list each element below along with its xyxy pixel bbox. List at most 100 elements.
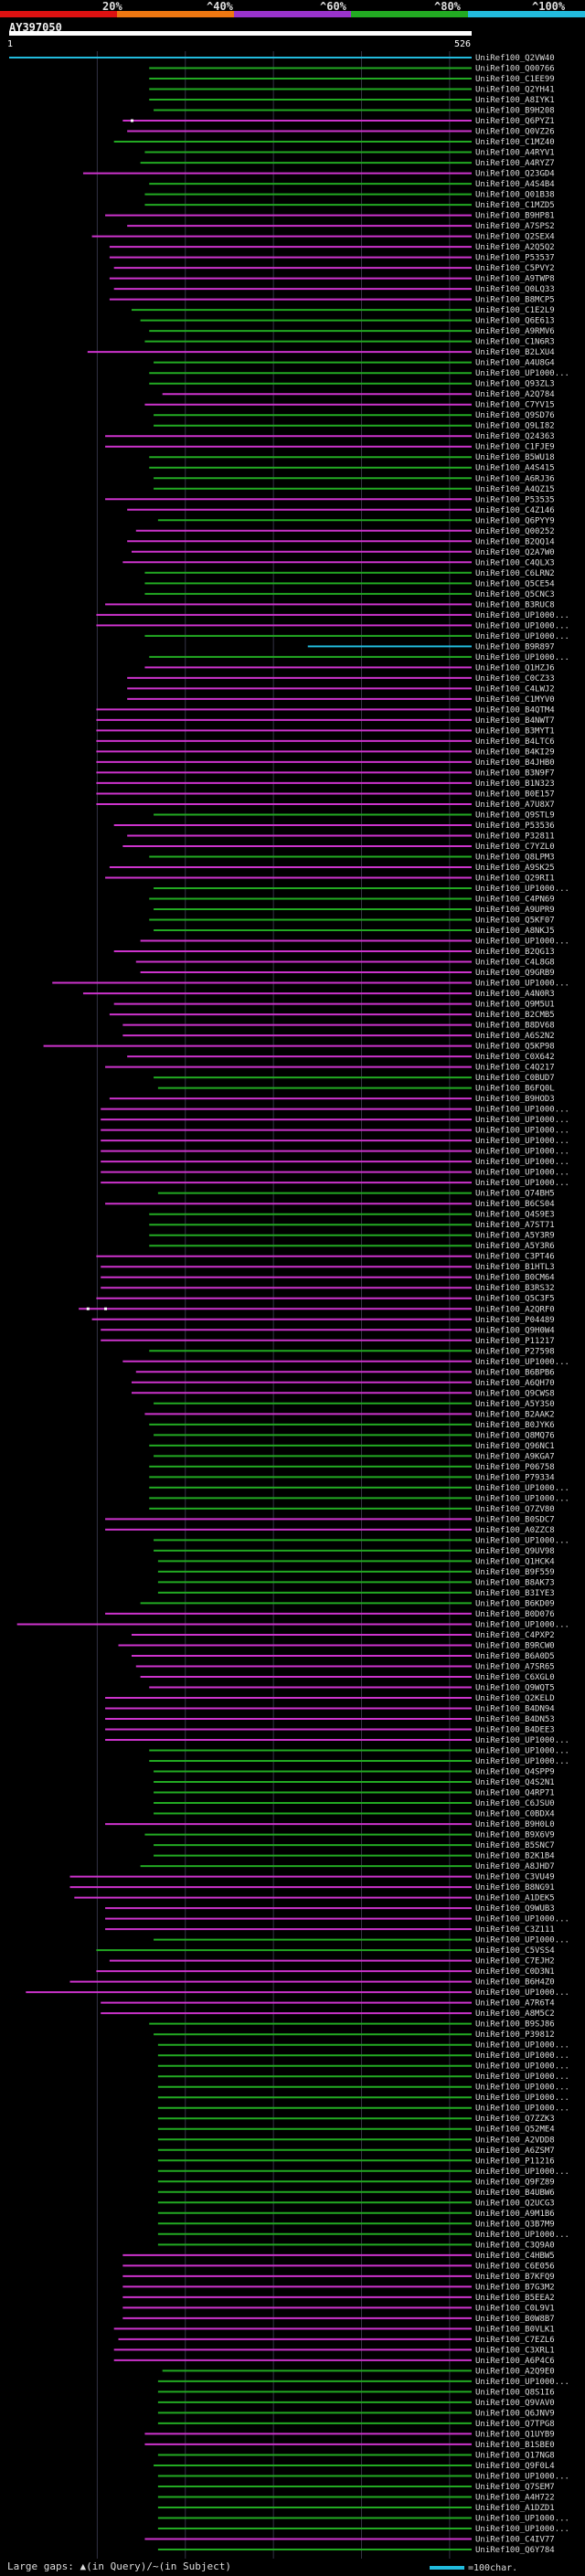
hit-label[interactable]: UniRef100_A7SR65 xyxy=(475,1662,555,1671)
hit-label[interactable]: UniRef100_UP1000... xyxy=(475,2094,569,2103)
hit-label[interactable]: UniRef100_A9TWP8 xyxy=(475,275,555,284)
hit-label[interactable]: UniRef100_C5VSS4 xyxy=(475,1946,555,1956)
hit-label[interactable]: UniRef100_UP1000... xyxy=(475,1106,569,1115)
hit-label[interactable]: UniRef100_B1N323 xyxy=(475,779,555,789)
hit-label[interactable]: UniRef100_B8NG91 xyxy=(475,1883,555,1892)
hit-label[interactable]: UniRef100_Q6JNV9 xyxy=(475,2409,555,2418)
hit-label[interactable]: UniRef100_B2K1B4 xyxy=(475,1852,555,1861)
hit-label[interactable]: UniRef100_UP1000... xyxy=(475,632,569,641)
hit-label[interactable]: UniRef100_Q9STL9 xyxy=(475,811,555,820)
hit-label[interactable]: UniRef100_Q17NG8 xyxy=(475,2451,555,2460)
hit-label[interactable]: UniRef100_A4RYV1 xyxy=(475,149,555,158)
hit-label[interactable]: UniRef100_A7ST71 xyxy=(475,1221,555,1230)
hit-label[interactable]: UniRef100_Q8MQ76 xyxy=(475,1431,555,1440)
hit-label[interactable]: UniRef100_B6FQ0L xyxy=(475,1085,555,1094)
hit-label[interactable]: UniRef100_UP1000... xyxy=(475,2072,569,2082)
hit-label[interactable]: UniRef100_A6P4C6 xyxy=(475,2357,555,2366)
hit-label[interactable]: UniRef100_Q9UV98 xyxy=(475,1547,555,1556)
hit-label[interactable]: UniRef100_UP1000... xyxy=(475,885,569,894)
hit-label[interactable]: UniRef100_Q4S9E3 xyxy=(475,1211,555,1220)
hit-label[interactable]: UniRef100_Q8LPM3 xyxy=(475,853,555,862)
hit-label[interactable]: UniRef100_Q9LI82 xyxy=(475,422,555,431)
hit-label[interactable]: UniRef100_Q1UYB9 xyxy=(475,2430,555,2439)
hit-label[interactable]: UniRef100_C1MYV0 xyxy=(475,695,555,705)
hit-label[interactable]: UniRef100_B4DEE3 xyxy=(475,1726,555,1735)
hit-label[interactable]: UniRef100_A8M5C2 xyxy=(475,2009,555,2019)
hit-label[interactable]: UniRef100_B0VLK1 xyxy=(475,2325,555,2334)
hit-label[interactable]: UniRef100_B2AAK2 xyxy=(475,1410,555,1419)
hit-label[interactable]: UniRef100_UP1000... xyxy=(475,2378,569,2387)
hit-label[interactable]: UniRef100_C4LWJ2 xyxy=(475,684,555,694)
hit-label[interactable]: UniRef100_C4HBW5 xyxy=(475,2252,555,2261)
hit-label[interactable]: UniRef100_UP1000... xyxy=(475,2083,569,2093)
hit-label[interactable]: UniRef100_P53537 xyxy=(475,254,555,263)
hit-label[interactable]: UniRef100_A5Y3R6 xyxy=(475,1242,555,1251)
hit-label[interactable]: UniRef100_B2QG13 xyxy=(475,948,555,957)
hit-label[interactable]: UniRef100_B8MCP5 xyxy=(475,296,555,305)
hit-label[interactable]: UniRef100_A2Q784 xyxy=(475,390,555,399)
hit-label[interactable]: UniRef100_B5SNC7 xyxy=(475,1841,555,1850)
hit-label[interactable]: UniRef100_C6LRN2 xyxy=(475,569,555,578)
hit-label[interactable]: UniRef100_B8DV68 xyxy=(475,1022,555,1031)
hit-label[interactable]: UniRef100_UP1000... xyxy=(475,621,569,631)
hit-label[interactable]: UniRef100_A7U8X7 xyxy=(475,800,555,810)
hit-label[interactable]: UniRef100_A5Y3S0 xyxy=(475,1400,555,1409)
hit-label[interactable]: UniRef100_B1HTL3 xyxy=(475,1263,555,1272)
hit-label[interactable]: UniRef100_UP1000... xyxy=(475,938,569,947)
hit-label[interactable]: UniRef100_A6ZSM7 xyxy=(475,2147,555,2156)
hit-label[interactable]: UniRef100_UP1000... xyxy=(475,2168,569,2177)
hit-label[interactable]: UniRef100_P53536 xyxy=(475,822,555,831)
hit-label[interactable]: UniRef100_Q2VW40 xyxy=(475,54,555,63)
hit-label[interactable]: UniRef100_A4U8G4 xyxy=(475,359,555,368)
hit-label[interactable]: UniRef100_UP1000... xyxy=(475,980,569,989)
hit-label[interactable]: UniRef100_B6KD09 xyxy=(475,1599,555,1608)
hit-label[interactable]: UniRef100_B2CMB5 xyxy=(475,1011,555,1020)
hit-label[interactable]: UniRef100_C0CZ33 xyxy=(475,674,555,684)
hit-label[interactable]: UniRef100_UP1000... xyxy=(475,2514,569,2523)
hit-label[interactable]: UniRef100_Q4SPP9 xyxy=(475,1768,555,1777)
hit-label[interactable]: UniRef100_B3IYE3 xyxy=(475,1589,555,1598)
hit-label[interactable]: UniRef100_P11216 xyxy=(475,2157,555,2166)
hit-label[interactable]: UniRef100_B6CS04 xyxy=(475,1200,555,1209)
hit-label[interactable]: UniRef100_UP1000... xyxy=(475,1536,569,1545)
hit-label[interactable]: UniRef100_B9X6V9 xyxy=(475,1831,555,1840)
hit-label[interactable]: UniRef100_C3VU49 xyxy=(475,1873,555,1882)
hit-label[interactable]: UniRef100_C0X642 xyxy=(475,1053,555,1062)
hit-label[interactable]: UniRef100_B9HOD3 xyxy=(475,1095,555,1104)
hit-label[interactable]: UniRef100_UP1000... xyxy=(475,653,569,663)
hit-label[interactable]: UniRef100_UP1000... xyxy=(475,1127,569,1136)
hit-label[interactable]: UniRef100_UP1000... xyxy=(475,1179,569,1188)
hit-label[interactable]: UniRef100_B5WU18 xyxy=(475,453,555,462)
hit-label[interactable]: UniRef100_Q9CWS8 xyxy=(475,1389,555,1398)
hit-label[interactable]: UniRef100_B3MYT1 xyxy=(475,726,555,736)
hit-label[interactable]: UniRef100_Q3B7M9 xyxy=(475,2220,555,2229)
hit-label[interactable]: UniRef100_UP1000... xyxy=(475,2472,569,2481)
hit-label[interactable]: UniRef100_P39812 xyxy=(475,2030,555,2040)
hit-label[interactable]: UniRef100_Q6E613 xyxy=(475,317,555,326)
hit-label[interactable]: UniRef100_Q5KP98 xyxy=(475,1043,555,1052)
hit-label[interactable]: UniRef100_C0BUD7 xyxy=(475,1074,555,1083)
hit-label[interactable]: UniRef100_A4N0R3 xyxy=(475,990,555,999)
hit-label[interactable]: UniRef100_Q1HZJ6 xyxy=(475,663,555,673)
hit-label[interactable]: UniRef100_Q1HCK4 xyxy=(475,1557,555,1566)
hit-label[interactable]: UniRef100_Q6PYZ1 xyxy=(475,117,555,126)
hit-label[interactable]: UniRef100_Q9WQT5 xyxy=(475,1683,555,1692)
hit-label[interactable]: UniRef100_A2QRF0 xyxy=(475,1305,555,1314)
hit-label[interactable]: UniRef100_UP1000... xyxy=(475,1620,569,1629)
hit-label[interactable]: UniRef100_UP1000... xyxy=(475,1494,569,1503)
hit-label[interactable]: UniRef100_Q74BH5 xyxy=(475,1190,555,1199)
hit-label[interactable]: UniRef100_Q93ZL3 xyxy=(475,380,555,389)
hit-label[interactable]: UniRef100_B9R897 xyxy=(475,642,555,652)
hit-label[interactable]: UniRef100_Q29RI1 xyxy=(475,874,555,883)
hit-label[interactable]: UniRef100_Q2YH41 xyxy=(475,86,555,95)
hit-label[interactable]: UniRef100_B4NWT7 xyxy=(475,716,555,726)
hit-label[interactable]: UniRef100_Q4RP71 xyxy=(475,1789,555,1798)
hit-label[interactable]: UniRef100_Q9WUB3 xyxy=(475,1904,555,1913)
hit-label[interactable]: UniRef100_A9UPR9 xyxy=(475,906,555,915)
hit-label[interactable]: UniRef100_A9RMV6 xyxy=(475,327,555,336)
hit-label[interactable]: UniRef100_B4UBW6 xyxy=(475,2189,555,2198)
hit-label[interactable]: UniRef100_C7EJH2 xyxy=(475,1957,555,1966)
hit-label[interactable]: UniRef100_Q9M5U1 xyxy=(475,1001,555,1010)
hit-label[interactable]: UniRef100_A4RYZ7 xyxy=(475,159,555,168)
hit-label[interactable]: UniRef100_B4JHB0 xyxy=(475,758,555,768)
